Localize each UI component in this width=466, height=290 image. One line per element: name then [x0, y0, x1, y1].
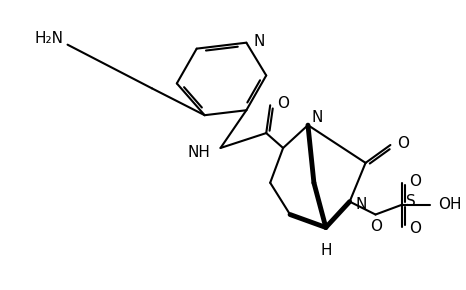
Text: O: O	[277, 96, 289, 111]
Text: O: O	[397, 135, 409, 151]
Text: N: N	[312, 110, 323, 125]
Text: O: O	[370, 219, 383, 234]
Text: OH: OH	[438, 197, 462, 212]
Text: S: S	[406, 194, 416, 209]
Text: H₂N: H₂N	[35, 31, 64, 46]
Text: N: N	[254, 34, 265, 49]
Text: H: H	[320, 243, 332, 258]
Text: O: O	[409, 174, 421, 189]
Text: NH: NH	[188, 146, 211, 160]
Text: O: O	[409, 221, 421, 236]
Text: N: N	[356, 197, 367, 212]
